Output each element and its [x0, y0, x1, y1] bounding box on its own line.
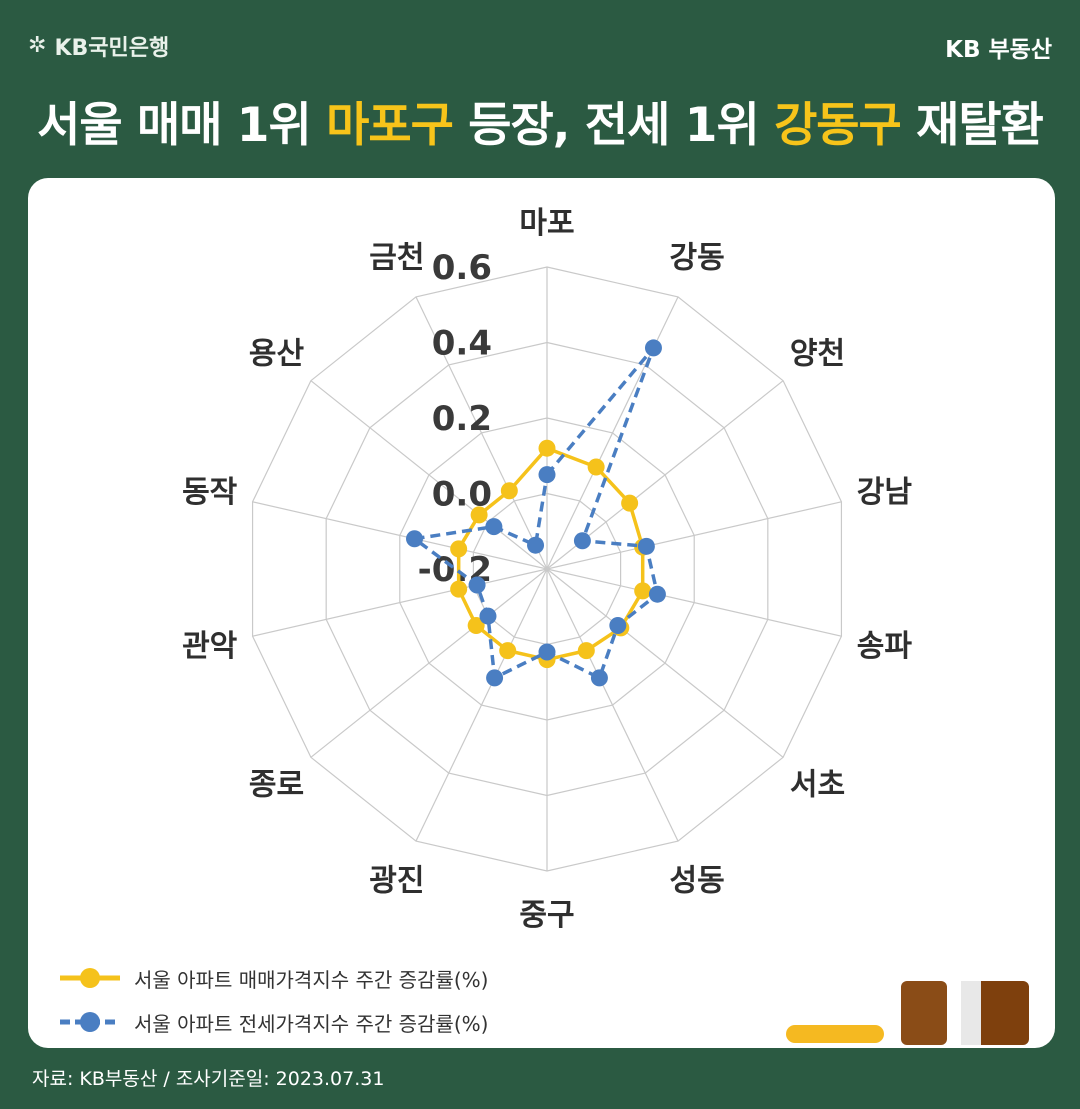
legend-swatch-jeonse	[60, 1012, 120, 1032]
category-label: 용산	[249, 336, 305, 371]
category-label: 양천	[790, 336, 845, 371]
kb-star-icon: ✲	[28, 33, 47, 58]
category-label: 중구	[519, 898, 574, 933]
grid-spoke	[546, 568, 784, 758]
sale-data-point	[587, 458, 605, 476]
sale-data-point	[499, 642, 517, 660]
legend-swatch-sale	[60, 968, 120, 988]
title-highlight: 마포구	[326, 98, 454, 153]
sale-data-point	[450, 540, 468, 558]
category-label: 송파	[857, 629, 913, 664]
grid-spoke	[546, 568, 842, 637]
grid-spoke	[310, 380, 548, 570]
category-label: 종로	[249, 768, 304, 803]
title-part: 등장, 전세 1위	[452, 98, 775, 153]
grid-spoke	[252, 501, 548, 570]
jeonse-data-point	[538, 466, 556, 484]
jeonse-data-point	[538, 643, 556, 661]
jeonse-data-point	[486, 669, 504, 687]
sale-data-point	[470, 506, 488, 524]
pencil-bar-icon	[786, 1025, 884, 1043]
grid-spoke	[415, 296, 548, 570]
kb-bank-logo: ✲ KB국민은행	[28, 30, 169, 62]
category-label: 광진	[369, 864, 424, 899]
legend-item-jeonse: 서울 아파트 전세가격지수 주간 증감률(%)	[58, 1000, 488, 1044]
category-label: 성동	[670, 864, 725, 899]
category-label: 동작	[182, 475, 238, 510]
axis-tick-label: 0.6	[432, 248, 492, 288]
jeonse-data-point	[609, 616, 627, 634]
grid-spoke	[546, 501, 842, 570]
page-title: 서울 매매 1위 마포구 등장, 전세 1위 강동구 재탈환	[0, 86, 1080, 155]
sale-data-point	[621, 494, 639, 512]
jeonse-data-point	[527, 536, 545, 554]
legend-item-sale: 서울 아파트 매매가격지수 주간 증감률(%)	[58, 956, 488, 1000]
sale-data-point	[577, 642, 595, 660]
jeonse-data-point	[644, 339, 662, 357]
category-label: 강남	[857, 475, 913, 510]
logo-text: KB국민은행	[54, 36, 170, 61]
jeonse-data-point	[468, 576, 486, 594]
category-label: 관악	[182, 629, 238, 664]
sale-data-point	[450, 580, 468, 598]
grid-spoke	[546, 568, 679, 842]
chart-card: 0.6 0.4 0.2 0.0 -0.2 마포 강동 양천 강남 송파 서초 성동 중구 광진 종로 관악 동작…	[28, 178, 1055, 1048]
legend-label-sale: 서울 아파트 매매가격지수 주간 증감률(%)	[134, 967, 489, 992]
category-label: 서초	[790, 768, 845, 803]
grid-spoke	[252, 568, 548, 637]
title-highlight: 강동구	[774, 98, 902, 153]
axis-tick-label: 0.2	[432, 399, 492, 439]
category-label: 강동	[670, 240, 725, 275]
chart-legend: 서울 아파트 매매가격지수 주간 증감률(%) 서울 아파트 전세가격지수 주간…	[58, 956, 488, 1044]
axis-tick-label: 0.4	[432, 324, 492, 364]
grid-spoke	[415, 568, 548, 842]
grid-spoke	[546, 296, 679, 570]
category-label: 금천	[369, 240, 424, 275]
jeonse-data-point	[479, 607, 497, 625]
source-note: 자료: KB부동산 / 조사기준일: 2023.07.31	[32, 1068, 385, 1090]
sale-data-point	[634, 582, 652, 600]
title-part: 재탈환	[900, 98, 1044, 153]
legend-label-jeonse: 서울 아파트 전세가격지수 주간 증감률(%)	[134, 1011, 489, 1036]
sale-data-point	[538, 439, 556, 457]
jeonse-data-point	[637, 537, 655, 555]
category-label: 마포	[519, 206, 574, 241]
title-part: 서울 매매 1위	[37, 98, 327, 153]
sale-data-point	[467, 616, 485, 634]
grid-spoke	[310, 568, 548, 758]
top-bar: ✲ KB국민은행 KB 부동산	[0, 0, 1080, 90]
jeonse-data-point	[406, 530, 424, 548]
book-icon	[901, 981, 1029, 1045]
jeonse-data-point	[573, 532, 591, 550]
sale-data-point	[500, 482, 518, 500]
jeonse-data-point	[590, 669, 608, 687]
jeonse-data-point	[648, 585, 666, 603]
jeonse-data-point	[485, 518, 503, 536]
radar-chart: 0.60.40.20.0-0.2마포강동양천강남송파서초성동중구광진종로관악동작…	[182, 206, 913, 933]
brand-name: KB 부동산	[945, 37, 1052, 63]
